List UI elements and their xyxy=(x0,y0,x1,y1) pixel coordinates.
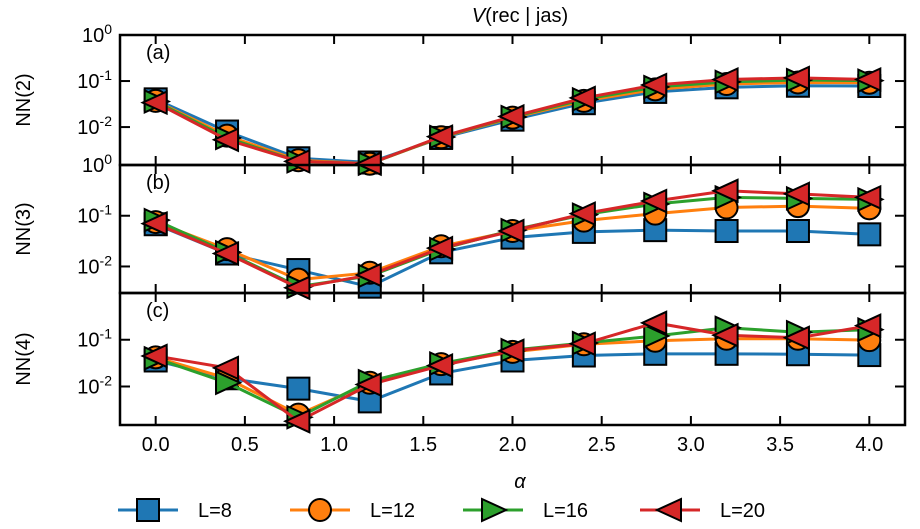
legend: L=8 L=12 L=16 L=20 xyxy=(118,497,765,523)
data-point xyxy=(857,222,882,247)
data-point xyxy=(140,90,168,116)
panel-label: (c) xyxy=(146,300,169,322)
data-point xyxy=(354,262,382,288)
series-L=20 xyxy=(140,65,882,177)
x-axis-label: α xyxy=(514,471,526,493)
legend-label: L=16 xyxy=(543,500,588,522)
legend-label: L=12 xyxy=(370,500,415,522)
y-tick-label: 10-1 xyxy=(77,326,112,352)
y-tick-label: 10-1 xyxy=(77,67,112,93)
data-point xyxy=(643,323,671,349)
data-point xyxy=(140,211,168,237)
legend-entry: L=16 xyxy=(463,497,588,523)
data-point xyxy=(283,148,311,174)
data-point xyxy=(425,353,454,379)
data-point xyxy=(853,66,882,93)
legend-marker xyxy=(308,498,332,522)
y-axis-label: NN(2) xyxy=(13,73,35,126)
legend-entry: L=8 xyxy=(118,498,232,522)
legend-entry: L=12 xyxy=(290,498,415,522)
data-point xyxy=(782,325,810,351)
data-point xyxy=(568,201,596,227)
x-tick-label: 0.5 xyxy=(231,434,259,456)
data-point xyxy=(711,66,739,93)
x-tick-label: 1.0 xyxy=(320,434,348,456)
data-point xyxy=(639,72,668,98)
series-L=20 xyxy=(140,178,882,301)
data-point xyxy=(568,85,596,111)
legend-marker xyxy=(654,497,682,523)
x-tick-label: 0.0 xyxy=(142,434,170,456)
chart-title-italic: V xyxy=(472,5,487,27)
panel-label: (a) xyxy=(146,42,170,64)
x-tick-label: 3.5 xyxy=(766,434,794,456)
data-point xyxy=(140,343,168,369)
data-point xyxy=(497,338,525,364)
panel-2: 10-1 10-2 NN(3) (b) xyxy=(13,163,907,301)
x-axis: 0.0 0.5 1.0 1.5 2.0 2.5 3.0 3.5 4.0 xyxy=(142,434,883,456)
series-L=20 xyxy=(140,310,882,434)
data-point xyxy=(714,219,739,244)
data-point xyxy=(711,322,739,348)
data-point xyxy=(283,408,311,434)
data-point xyxy=(785,219,810,244)
y-axis-label: NN(3) xyxy=(13,202,35,255)
x-tick-label: 4.0 xyxy=(855,434,883,456)
x-tick-label: 1.5 xyxy=(409,434,437,456)
legend-marker xyxy=(136,498,160,522)
data-point xyxy=(354,151,382,177)
data-point xyxy=(425,124,454,150)
x-tick-label: 2.0 xyxy=(499,434,527,456)
x-tick-label: 3.0 xyxy=(677,434,705,456)
panel-3: 10-1 10-2 NN(4) (c) xyxy=(13,291,907,434)
data-point xyxy=(354,371,382,398)
data-point xyxy=(497,218,525,244)
data-point xyxy=(711,178,739,204)
panel-1: 100 10-1 10-2 100 NN(2) (a) xyxy=(13,21,907,177)
y-tick-label: 100 xyxy=(82,21,112,47)
y-tick-label: 100 xyxy=(82,151,112,177)
y-tick-label: 10-2 xyxy=(77,113,112,139)
chart-title: V(rec | jas) xyxy=(472,5,568,27)
data-point xyxy=(215,370,243,396)
data-point xyxy=(639,310,668,336)
panel-label: (b) xyxy=(146,172,170,194)
chart-panels: 10010-110-2100NN(2)(a)10-110-2NN(3)(b)10… xyxy=(13,21,907,434)
legend-label: L=8 xyxy=(198,500,232,522)
legend-entry: L=20 xyxy=(640,497,765,523)
data-point xyxy=(853,184,882,210)
data-point xyxy=(782,65,810,91)
data-point xyxy=(782,181,810,207)
data-point xyxy=(211,127,240,153)
legend-label: L=20 xyxy=(720,500,765,522)
data-point xyxy=(211,355,240,381)
data-point xyxy=(639,188,668,214)
data-point xyxy=(425,235,454,261)
y-axis-label: NN(4) xyxy=(13,332,35,385)
data-point xyxy=(568,331,596,357)
y-tick-label: 10-2 xyxy=(77,252,112,278)
y-tick-label: 10-2 xyxy=(77,372,112,398)
series-L=16 xyxy=(143,315,885,430)
legend-marker xyxy=(481,497,509,523)
y-tick-label: 10-1 xyxy=(77,202,112,228)
series-L=12 xyxy=(143,194,882,292)
data-point xyxy=(853,313,882,339)
x-tick-label: 2.5 xyxy=(588,434,616,456)
data-point xyxy=(286,376,311,401)
chart-title-rest: (rec | jas) xyxy=(485,5,568,27)
series-L=12 xyxy=(143,326,882,427)
data-point xyxy=(497,103,525,130)
data-point xyxy=(211,240,240,267)
